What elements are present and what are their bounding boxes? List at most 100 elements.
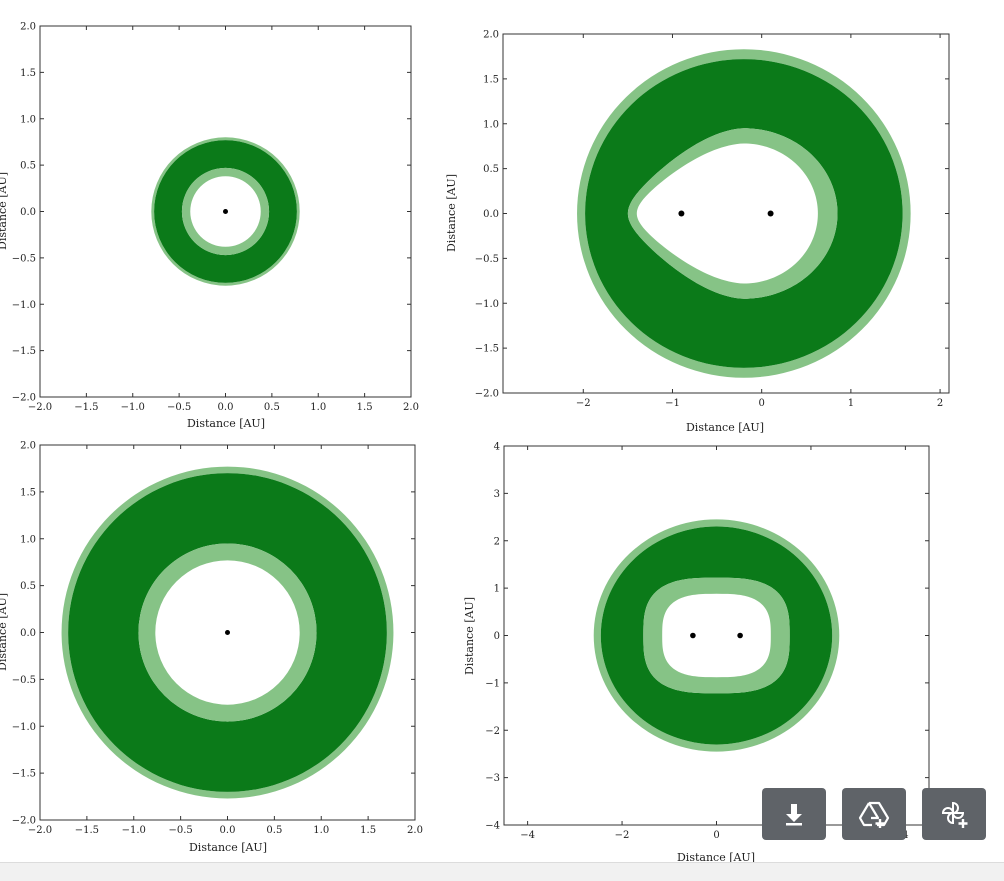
y-tick-label: 1.5 — [20, 487, 36, 498]
panel-2-x-tick-labels: −2 −1 0 1 2 — [576, 34, 943, 409]
y-tick-label: 0 — [494, 631, 500, 642]
panel-3-ylabel: Distance [AU] — [0, 593, 9, 671]
panel-2-xlabel: Distance [AU] — [686, 421, 764, 434]
panel-3-x-tick-labels: −2.0 −1.5 −1.0 −0.5 0.0 0.5 1.0 1.5 2.0 — [28, 445, 423, 836]
y-tick-label: −1 — [485, 678, 500, 689]
y-tick-label: 1.0 — [20, 114, 36, 125]
x-tick-label: −2.0 — [28, 402, 52, 413]
x-tick-label: 0.0 — [218, 402, 234, 413]
panel-3-star-1 — [225, 630, 230, 635]
y-tick-label: 0.0 — [20, 628, 36, 639]
add-to-photos-button[interactable] — [922, 788, 986, 840]
panel-4-plot-area — [503, 445, 930, 826]
x-tick-label: −0.5 — [167, 402, 191, 413]
y-tick-label: 1 — [494, 584, 500, 595]
x-tick-label: 0.0 — [220, 825, 236, 836]
drive-add-icon — [858, 801, 890, 828]
y-tick-label: −1.5 — [12, 346, 36, 357]
x-tick-label: −2 — [615, 830, 630, 841]
panel-1-star-1 — [223, 209, 228, 214]
x-tick-label: 0 — [713, 830, 719, 841]
y-tick-label: 0.5 — [20, 161, 36, 172]
x-tick-label: −1.0 — [121, 402, 145, 413]
panel-2-star-2 — [767, 210, 774, 217]
x-tick-label: 2.0 — [407, 825, 423, 836]
y-tick-label: 0.5 — [20, 581, 36, 592]
download-button[interactable] — [762, 788, 826, 840]
pinwheel-add-icon — [941, 801, 968, 828]
y-tick-label: −1.5 — [12, 769, 36, 780]
y-tick-label: 3 — [494, 489, 500, 500]
x-tick-label: 1.0 — [313, 825, 329, 836]
x-tick-label: 1.5 — [357, 402, 373, 413]
panel-2-y-tick-labels: −2.0 −1.5 −1.0 −0.5 0.0 0.5 1.0 1.5 2.0 — [475, 30, 949, 400]
y-tick-label: 2 — [494, 536, 500, 547]
y-tick-label: −4 — [485, 821, 500, 832]
panel-3-xlabel: Distance [AU] — [189, 841, 267, 854]
y-tick-label: 1.5 — [483, 74, 499, 85]
panel-4: −4 −2 0 2 4 −4 −3 −2 −1 0 1 2 3 4 Distance [AU] Dist… — [463, 442, 930, 864]
panel-1-dark-zone — [154, 140, 297, 283]
panel-4-star-1 — [690, 632, 696, 639]
panel-1-xlabel: Distance [AU] — [187, 417, 265, 430]
x-tick-label: −2.0 — [28, 825, 52, 836]
y-tick-label: 0.0 — [483, 209, 499, 220]
x-tick-label: 0.5 — [266, 825, 282, 836]
x-tick-label: 1 — [848, 398, 854, 409]
x-tick-label: −0.5 — [168, 825, 192, 836]
panel-4-ylabel: Distance [AU] — [463, 597, 476, 675]
x-tick-label: 2 — [937, 398, 943, 409]
panel-4-star-2 — [737, 632, 743, 639]
panel-2-star-1 — [678, 210, 685, 217]
y-tick-label: −0.5 — [12, 253, 36, 264]
panel-1-x-tick-labels: −2.0 −1.5 −1.0 −0.5 0.0 0.5 1.0 1.5 2.0 — [28, 26, 419, 413]
bottom-edge — [0, 862, 1004, 881]
y-tick-label: 1.0 — [483, 119, 499, 130]
y-tick-label: −2 — [485, 726, 500, 737]
panel-3-dark-zone — [68, 473, 387, 792]
panel-2: −2 −1 0 1 2 −2.0−1.5−1.0−0.50.00.51.01.52.0 … — [445, 30, 950, 434]
y-tick-label: −2.0 — [12, 816, 36, 827]
x-tick-label: −1 — [665, 398, 680, 409]
panel-4-xlabel: Distance [AU] — [677, 851, 755, 864]
x-tick-label: 2.0 — [403, 402, 419, 413]
panel-2-dark-zone — [585, 59, 903, 368]
y-tick-label: −1.0 — [12, 300, 36, 311]
y-tick-label: −0.5 — [475, 254, 499, 265]
add-to-drive-button[interactable] — [842, 788, 906, 840]
y-tick-label: −1.0 — [12, 722, 36, 733]
panel-4-dark-zone — [600, 526, 833, 745]
y-tick-label: −3 — [485, 773, 500, 784]
x-tick-label: −2 — [576, 398, 591, 409]
x-tick-label: 0 — [758, 398, 764, 409]
y-tick-label: 1.5 — [20, 68, 36, 79]
panel-3: −2.0 −1.5 −1.0 −0.5 0.0 0.5 1.0 1.5 2.0 −2.0 −1.5… — [0, 441, 423, 855]
x-tick-label: 0.5 — [264, 402, 280, 413]
x-tick-label: −1.5 — [74, 402, 98, 413]
y-tick-label: −2.0 — [12, 393, 36, 404]
download-icon — [786, 804, 802, 826]
y-tick-label: 0.5 — [483, 164, 499, 175]
panel-1-y-tick-labels: −2.0 −1.5 −1.0 −0.5 0.0 0.5 1.0 1.5 2.0 — [12, 22, 411, 404]
y-tick-label: 2.0 — [20, 441, 36, 452]
y-tick-label: −0.5 — [12, 675, 36, 686]
x-tick-label: −1.5 — [75, 825, 99, 836]
panel-1: −2.0 −1.5 −1.0 −0.5 0.0 0.5 1.0 1.5 2.0 −2.0 −1.5… — [0, 22, 419, 431]
x-tick-label: 1.5 — [360, 825, 376, 836]
y-tick-label: 4 — [494, 442, 500, 453]
x-tick-label: −1.0 — [122, 825, 146, 836]
panel-1-ylabel: Distance [AU] — [0, 172, 9, 250]
y-tick-label: −1.5 — [475, 344, 499, 355]
panel-3-y-tick-labels: −2.0 −1.5 −1.0 −0.5 0.0 0.5 1.0 1.5 2.0 — [12, 441, 415, 827]
y-tick-label: 2.0 — [20, 22, 36, 33]
y-tick-label: −2.0 — [475, 389, 499, 400]
panel-4-y-tick-labels: −4 −3 −2 −1 0 1 2 3 4 — [485, 442, 929, 832]
y-tick-label: 0.0 — [20, 207, 36, 218]
panel-2-ylabel: Distance [AU] — [445, 174, 458, 252]
x-tick-label: 1.0 — [310, 402, 326, 413]
y-tick-label: 2.0 — [483, 30, 499, 41]
y-tick-label: −1.0 — [475, 299, 499, 310]
x-tick-label: −4 — [520, 830, 535, 841]
y-tick-label: 1.0 — [20, 534, 36, 545]
